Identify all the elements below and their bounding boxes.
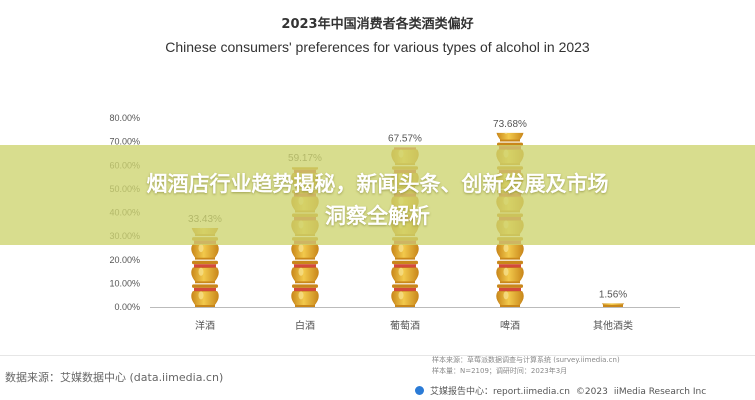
x-tick-label: 啤酒 bbox=[500, 320, 520, 332]
pot-icon bbox=[391, 260, 419, 284]
headline-text: 烟酒店行业趋势揭秘，新闻头条、创新发展及市场 洞察全解析 bbox=[0, 168, 755, 232]
headline-line-2: 洞察全解析 bbox=[325, 204, 430, 228]
x-tick-label: 白酒 bbox=[295, 319, 315, 332]
x-tick-label: 葡萄酒 bbox=[390, 319, 420, 332]
report-center-link[interactable]: 艾媒报告中心：report.iimedia.cn bbox=[430, 387, 570, 397]
footer-divider bbox=[0, 355, 755, 356]
data-source: 数据来源：艾媒数据中心 (data.iimedia.cn) bbox=[5, 371, 224, 384]
headline-line-1: 烟酒店行业趋势揭秘，新闻头条、创新发展及市场 bbox=[146, 172, 609, 196]
bar bbox=[601, 303, 625, 307]
sample-info: 样本来源：草莓派数据调查与计算系统 (survey.iimedia.cn) 样本… bbox=[432, 355, 620, 377]
y-tick-label: 10.00% bbox=[109, 278, 140, 288]
pot-icon bbox=[391, 284, 419, 307]
chart-subtitle: Chinese consumers' preferences for vario… bbox=[165, 39, 590, 55]
pot-icon bbox=[291, 260, 319, 284]
y-tick-label: 0.00% bbox=[114, 302, 140, 312]
pot-icon bbox=[601, 303, 625, 307]
pot-icon bbox=[496, 132, 524, 142]
pot-icon bbox=[496, 260, 524, 284]
pot-icon bbox=[496, 284, 524, 307]
data-label: 1.56% bbox=[599, 289, 627, 300]
copyright: ©2023 bbox=[575, 387, 608, 397]
data-label: 73.68% bbox=[493, 119, 527, 130]
y-tick-label: 20.00% bbox=[109, 255, 140, 265]
pot-icon bbox=[191, 284, 219, 307]
y-tick-label: 80.00% bbox=[109, 113, 140, 123]
pot-icon bbox=[291, 284, 319, 307]
y-tick-label: 70.00% bbox=[109, 137, 140, 147]
x-tick-label: 其他酒类 bbox=[593, 319, 633, 332]
pot-icon bbox=[191, 260, 219, 284]
sample-source: 样本来源：草莓派数据调查与计算系统 (survey.iimedia.cn) bbox=[432, 356, 620, 364]
iimedia-logo-icon bbox=[415, 386, 424, 395]
company-name: iiMedia Research Inc bbox=[613, 387, 707, 397]
data-label: 67.57% bbox=[388, 133, 422, 144]
x-tick-label: 洋酒 bbox=[195, 319, 215, 332]
footer-bar: 艾媒报告中心：report.iimedia.cn ©2023 iiMedia Res… bbox=[415, 384, 755, 400]
sample-size: 样本量：N=2109；调研时间：2023年3月 bbox=[432, 367, 568, 375]
headline-banner bbox=[0, 145, 755, 245]
chart-title: 2023年中国消费者各类酒类偏好 bbox=[281, 17, 474, 32]
